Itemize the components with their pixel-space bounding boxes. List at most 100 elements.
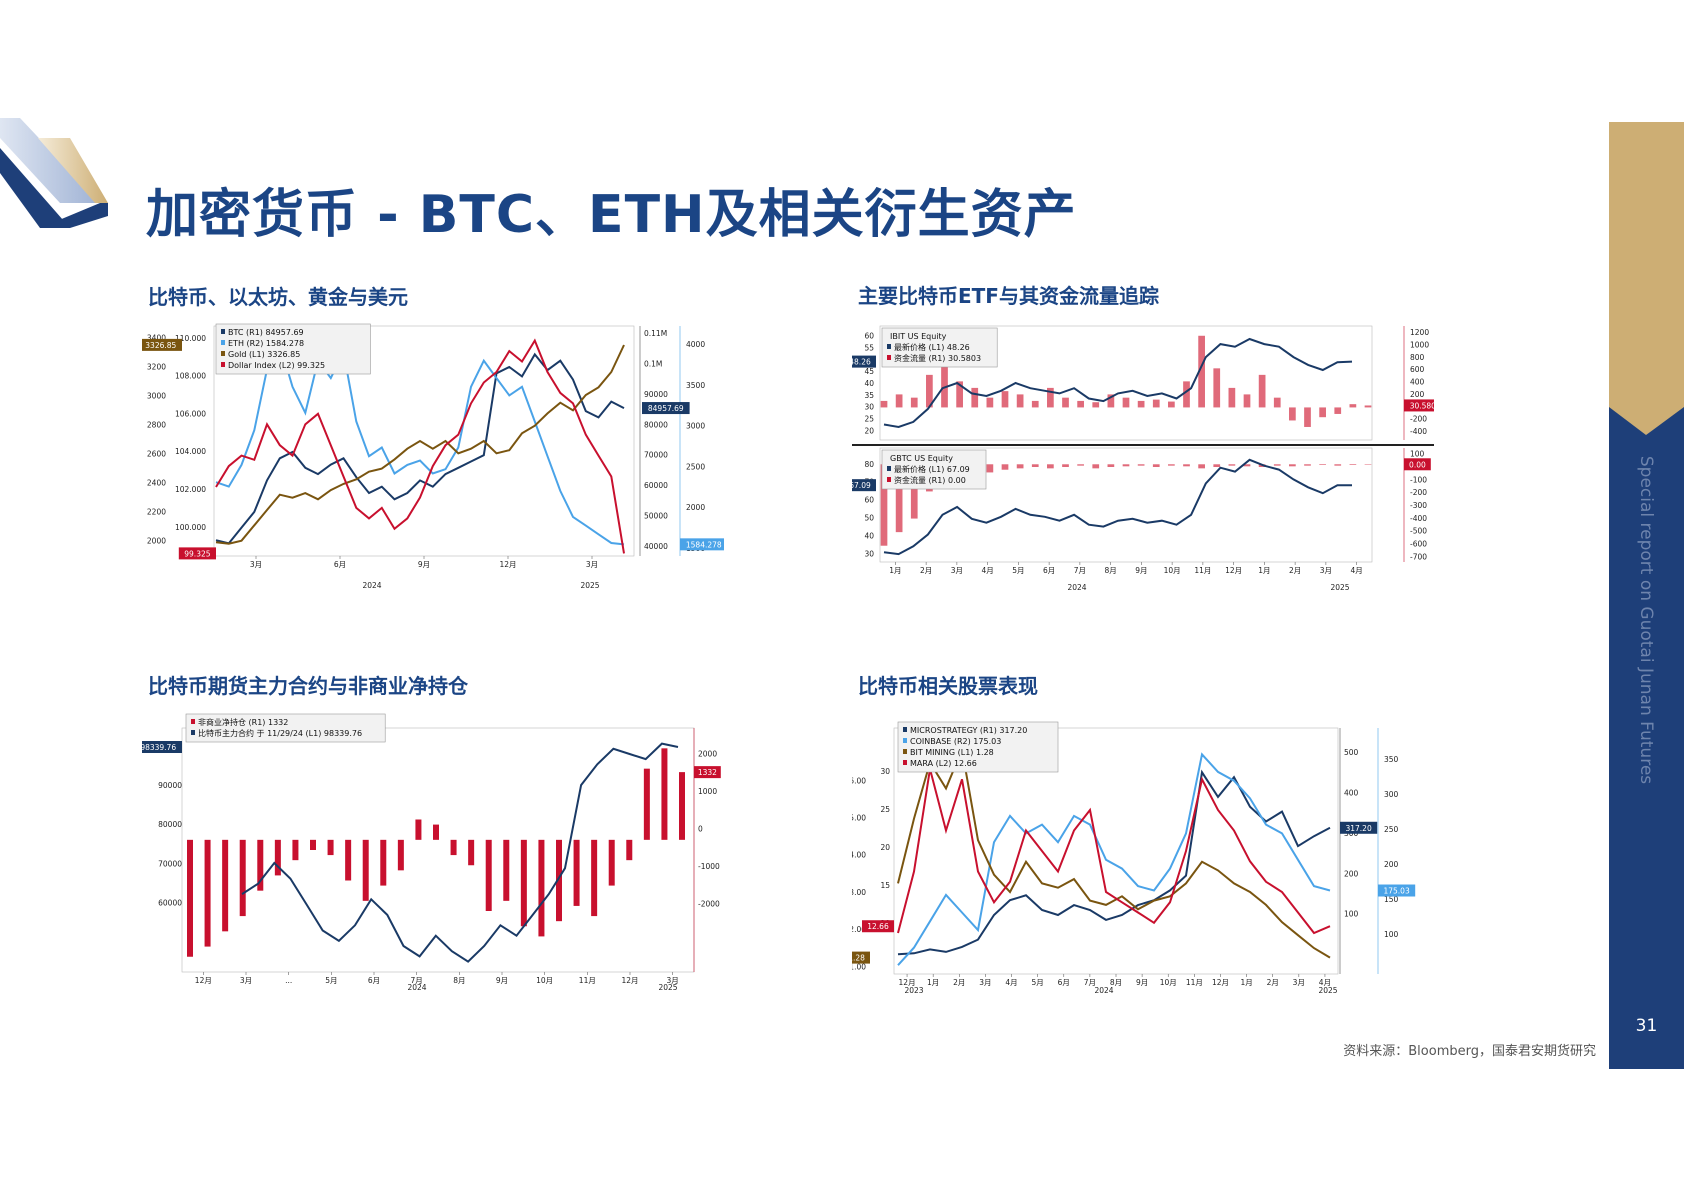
c1-L2-tick: 108.000 bbox=[175, 372, 206, 381]
c2-xtick-label: 4月 bbox=[1350, 566, 1362, 575]
c2-p1-flow-bar bbox=[910, 397, 918, 408]
c1-legend-entry: Dollar Index (L2) 99.325 bbox=[228, 361, 325, 370]
c2-xtick-label: 4月 bbox=[981, 566, 993, 575]
c1-year-label: 2024 bbox=[362, 581, 381, 590]
c4-xtick-label: 2月 bbox=[953, 978, 965, 987]
c4-year-label: 2025 bbox=[1318, 986, 1337, 995]
c2-p1-R-tick: -200 bbox=[1410, 414, 1427, 423]
c2-p2-legend-title: GBTC US Equity bbox=[890, 454, 953, 463]
c3-position-bar bbox=[468, 839, 475, 866]
c3-L-tick: 70000 bbox=[158, 859, 182, 868]
c2-p2-R-tick: -700 bbox=[1410, 552, 1427, 561]
c2-p2-price-line bbox=[883, 458, 1353, 556]
c3-position-bar bbox=[187, 839, 193, 957]
c2-p1-L-tick: 30 bbox=[864, 403, 874, 412]
c2-p1-R-tick: 1000 bbox=[1410, 340, 1429, 349]
c4-L1-tick: 5.00 bbox=[852, 814, 866, 823]
c2-p2-legend-swatch bbox=[887, 477, 891, 482]
c1-legend-entry: BTC (R1) 84957.69 bbox=[228, 328, 304, 337]
c3-xtick-label: 5月 bbox=[325, 976, 337, 985]
section-title-btc-eth-gold-usd: 比特币、以太坊、黄金与美元 bbox=[148, 285, 408, 309]
c3-R-tick: -2000 bbox=[698, 900, 720, 909]
c2-p1-flow-bar bbox=[956, 381, 963, 408]
c3-xtick-label: 12月 bbox=[195, 976, 212, 985]
c2-p2-R-tick: -400 bbox=[1410, 514, 1427, 523]
sidebar-vertical-text: Special report on Guotai Junan Futures bbox=[1636, 455, 1656, 785]
c4-xtick-label: 2月 bbox=[1267, 978, 1279, 987]
c2-p2-flow-bar bbox=[1016, 464, 1024, 469]
c1-last-value-text: 99.325 bbox=[184, 549, 210, 558]
c3-xtick-label: 6月 bbox=[368, 976, 380, 985]
c4-xtick-label: 5月 bbox=[1032, 978, 1044, 987]
c4-last-value-tag bbox=[862, 920, 894, 933]
c2-p1-R-tick: 800 bbox=[1410, 353, 1425, 362]
c2-p2-R-tick: 100 bbox=[1410, 450, 1425, 459]
c3-position-bar bbox=[327, 839, 334, 856]
c2-p2-flow-bar bbox=[1273, 464, 1281, 466]
c1-R1-tick: 40000 bbox=[644, 542, 668, 551]
c2-p2-flow-bar bbox=[1062, 464, 1069, 467]
c1-xtick-label: 3月 bbox=[586, 560, 598, 569]
c4-xtick-label: 6月 bbox=[1058, 978, 1070, 987]
c2-p1-flow-bar bbox=[1364, 405, 1372, 408]
c1-L2-tick: 104.000 bbox=[175, 447, 206, 456]
c2-xtick-label: 12月 bbox=[1225, 566, 1242, 575]
c2-p2-flow-bar bbox=[1319, 464, 1326, 465]
c3-position-bar bbox=[679, 772, 685, 840]
c2-xtick-label: 8月 bbox=[1104, 566, 1116, 575]
c1-last-value-tag bbox=[680, 538, 724, 551]
c2-p1-R-tick: -400 bbox=[1410, 427, 1427, 436]
c4-R2-tick: 200 bbox=[1384, 860, 1399, 869]
c1-L1-tick: 3200 bbox=[147, 362, 166, 371]
c2-p1-flow-bar bbox=[1152, 399, 1160, 408]
c2-p2-R-tick: -200 bbox=[1410, 488, 1427, 497]
c2-xtick-label: 7月 bbox=[1074, 566, 1086, 575]
page-number: 31 bbox=[1635, 1016, 1658, 1036]
c4-L2-tick: 25 bbox=[880, 805, 890, 814]
c4-xtick-label: 4月 bbox=[1319, 978, 1331, 987]
c4-legend-entry: MARA (L2) 12.66 bbox=[910, 759, 977, 768]
c2-p2-legend-entry: 最新价格 (L1) 67.09 bbox=[894, 464, 970, 474]
c2-p2-last-value-tag bbox=[1404, 458, 1431, 471]
c1-R1-tick: 0.11M bbox=[644, 329, 667, 338]
c1-legend-swatch bbox=[221, 362, 225, 367]
source-note: 资料来源：Bloomberg，国泰君安期货研究 bbox=[1343, 1044, 1596, 1059]
c1-xtick-label: 3月 bbox=[250, 560, 262, 569]
c4-legend-entry: MICROSTRATEGY (R1) 317.20 bbox=[910, 726, 1027, 735]
c2-p2-L-tick: 60 bbox=[864, 496, 874, 505]
c1-last-value-text: 1584.278 bbox=[686, 540, 722, 549]
c1-L1-tick: 2200 bbox=[147, 508, 166, 517]
chart-etf-flows: 605550454035302520120010008006004002000-… bbox=[852, 325, 1434, 592]
c1-legend-swatch bbox=[221, 340, 225, 345]
c2-p2-L-tick: 50 bbox=[864, 514, 874, 523]
c2-xtick-label: 9月 bbox=[1135, 566, 1147, 575]
c3-position-bar bbox=[538, 839, 545, 937]
section-title-futures-positions: 比特币期货主力合约与非商业净持仓 bbox=[148, 674, 468, 698]
c4-R1-tick: 100 bbox=[1344, 910, 1359, 919]
c1-last-value-tag bbox=[178, 547, 216, 560]
c1-R1-tick: 50000 bbox=[644, 512, 668, 521]
c2-p2-last-value-text: 0.00 bbox=[1409, 460, 1426, 469]
c2-p1-flow-bar bbox=[1062, 397, 1069, 408]
c2-p1-flow-bar bbox=[1137, 400, 1145, 408]
c3-R-tick: 2000 bbox=[698, 750, 717, 759]
c4-L1-tick: 4.00 bbox=[852, 851, 866, 860]
c3-xtick-label: 8月 bbox=[453, 976, 465, 985]
c2-p2-last-value-tag bbox=[852, 479, 876, 492]
c3-position-bar bbox=[433, 824, 439, 840]
c3-legend-box bbox=[185, 713, 386, 743]
c2-p1-L-tick: 60 bbox=[864, 332, 874, 341]
c2-p1-L-tick: 40 bbox=[864, 379, 874, 388]
c4-legend-swatch bbox=[903, 738, 907, 743]
c2-p1-flow-bar bbox=[971, 387, 979, 408]
c2-p1-L-tick: 55 bbox=[864, 344, 874, 353]
c2-p2-L-tick: 30 bbox=[864, 549, 874, 558]
c2-p2-legend-box bbox=[881, 449, 987, 490]
c2-p2-flow-bar bbox=[1228, 464, 1236, 466]
c2-p2-flow-bar bbox=[1152, 464, 1160, 467]
c2-p1-R-tick: 400 bbox=[1410, 377, 1425, 386]
c2-p1-flow-bar bbox=[895, 394, 903, 408]
c4-series-line bbox=[897, 769, 1331, 956]
c2-year-label: 2025 bbox=[1330, 583, 1349, 592]
c1-legend-swatch bbox=[221, 329, 225, 334]
